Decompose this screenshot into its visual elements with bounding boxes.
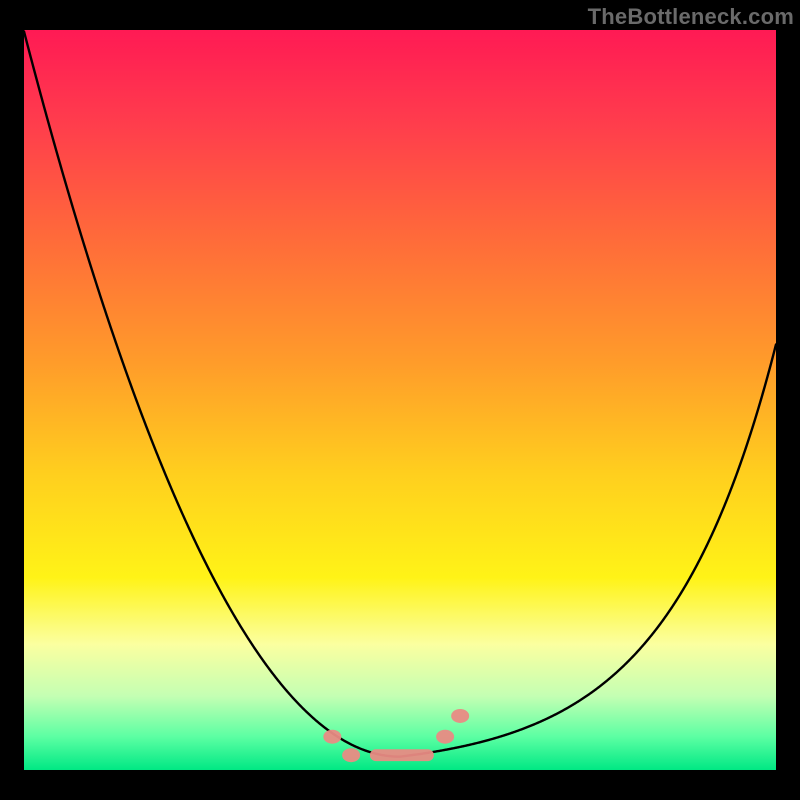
- marker-dot: [436, 730, 454, 744]
- chart-svg: [24, 30, 776, 770]
- plot-area: [24, 30, 776, 770]
- marker-baseline-bar: [370, 749, 434, 761]
- marker-dot: [342, 748, 360, 762]
- outer-frame: TheBottleneck.com: [0, 0, 800, 800]
- watermark-text: TheBottleneck.com: [588, 4, 794, 30]
- marker-dot: [323, 730, 341, 744]
- marker-dot: [451, 709, 469, 723]
